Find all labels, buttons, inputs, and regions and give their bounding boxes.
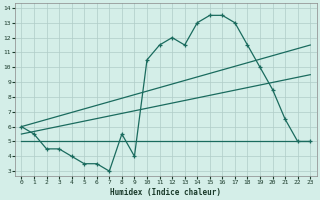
X-axis label: Humidex (Indice chaleur): Humidex (Indice chaleur) [110,188,221,197]
